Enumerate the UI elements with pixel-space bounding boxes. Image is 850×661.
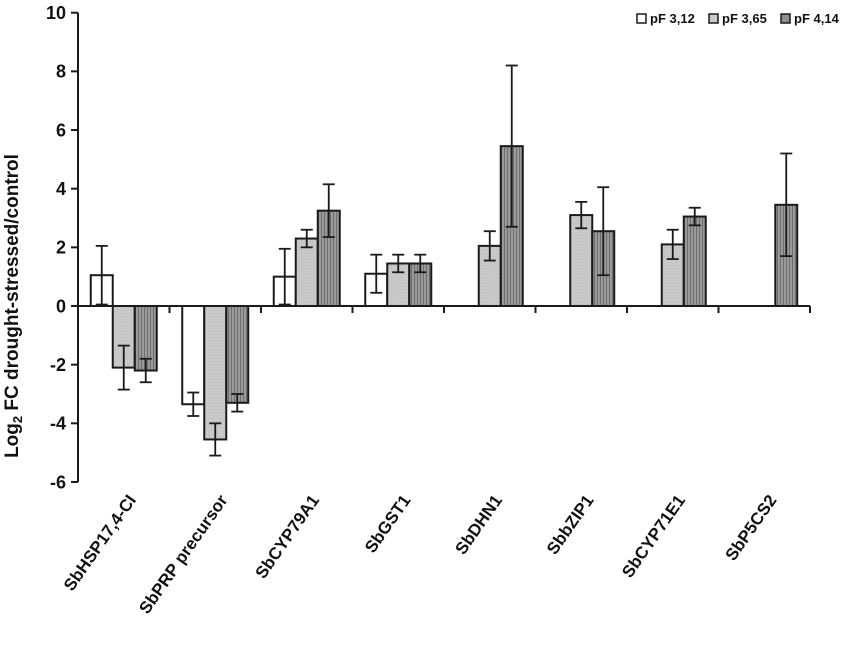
category-label: SbPRP precursor [135,491,231,617]
bar-pF365-2 [203,305,228,441]
category-label: SbGST1 [361,491,414,556]
legend-swatch-2 [708,13,719,24]
y-tick-label: 4 [56,179,66,199]
legend-swatch-1 [636,13,647,24]
category-label: SbP5CS2 [722,491,781,564]
y-tick-label: -4 [50,414,66,434]
category-label: SbDHN1 [451,491,506,558]
y-axis-title: Log2 FC drought-stressed/control [2,154,25,458]
bar-pF312-2 [181,305,206,406]
y-tick-label: 10 [46,3,66,23]
category-label: SbCYP79A1 [252,491,323,582]
y-tick-label: 2 [56,238,66,258]
category-label: SbCYP71E1 [618,491,689,581]
category-label: SbHSP17,4-CI [60,491,140,594]
y-tick-label: 6 [56,120,66,140]
category-label: SbbZIP1 [543,491,598,558]
y-tick-label: -6 [50,472,66,492]
bar-pF414-2 [225,305,250,404]
y-tick-label: 0 [56,296,66,316]
legend-label-3: pF 4,14 [794,11,840,26]
legend-swatch-3 [780,13,791,24]
bar-pF414-7 [682,215,707,307]
y-tick-label: -2 [50,355,66,375]
bar-pF365-3 [294,237,319,307]
legend-label-2: pF 3,65 [722,11,767,26]
legend-label-1: pF 3,12 [650,11,695,26]
y-tick-label: 8 [56,62,66,82]
